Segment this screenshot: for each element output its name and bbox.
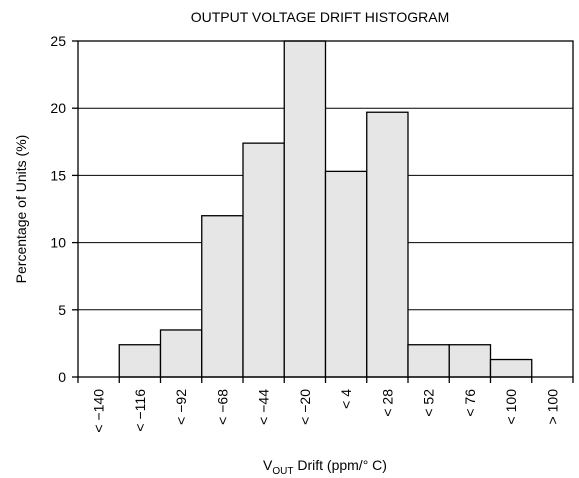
- y-tick-label: 15: [50, 167, 66, 183]
- x-tick-label: < −44: [256, 389, 272, 425]
- bar: [159, 329, 203, 378]
- y-axis-label: Percentage of Units (%): [13, 135, 29, 284]
- y-tick-label: 25: [50, 33, 66, 49]
- y-tick-label: 5: [58, 302, 66, 318]
- bar: [283, 40, 327, 378]
- x-tick-label: < 4: [338, 389, 354, 409]
- x-tick-label: < 52: [421, 389, 437, 417]
- x-axis-ticks: < −140 < −116 < −92 < −68 < −44 < −20 < 4 < 28 <…: [77, 377, 574, 433]
- x-tick-label: < −92: [173, 389, 189, 425]
- y-tick-label: 20: [50, 100, 66, 116]
- x-tick-label: < −68: [214, 389, 230, 425]
- x-tick-label: < −140: [91, 389, 107, 433]
- x-tick-label: < 100: [503, 389, 519, 425]
- y-tick-label: 10: [50, 235, 66, 251]
- bar: [489, 358, 533, 378]
- chart-title: OUTPUT VOLTAGE DRIFT HISTOGRAM: [191, 9, 450, 25]
- bar: [201, 215, 244, 378]
- x-axis-label-rest: Drift (ppm/° C): [293, 457, 387, 473]
- bar: [324, 170, 368, 378]
- bar: [448, 344, 492, 378]
- x-tick-label: < −20: [297, 389, 313, 425]
- x-tick-label: > 100: [544, 389, 560, 425]
- x-tick-label: < 76: [462, 389, 478, 417]
- bar: [118, 344, 162, 378]
- y-axis-ticks: 0 5 10 15 20 25: [50, 33, 78, 385]
- x-tick-label: < −116: [132, 389, 148, 432]
- y-tick-label: 0: [58, 369, 66, 385]
- x-tick-label: < 28: [379, 389, 395, 417]
- x-axis-label-subscript: OUT: [272, 466, 293, 477]
- bar: [242, 142, 285, 378]
- bar: [407, 344, 450, 378]
- bar: [366, 111, 409, 378]
- x-axis-label-main: V: [263, 457, 273, 473]
- bars-group: [118, 40, 533, 378]
- x-axis-label: VOUT Drift (ppm/° C): [263, 457, 387, 477]
